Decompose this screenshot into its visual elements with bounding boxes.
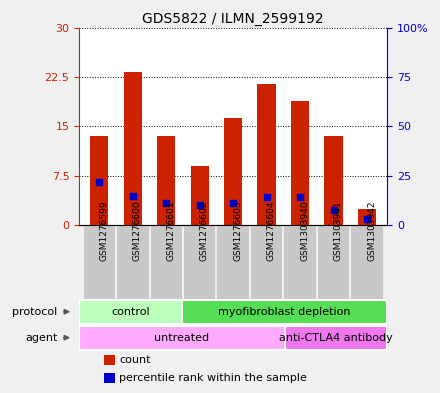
Point	[163, 200, 170, 207]
Text: GSM1303940: GSM1303940	[300, 201, 309, 261]
Bar	[79, 326, 285, 350]
Text: GSM1276604: GSM1276604	[267, 201, 276, 261]
Text: GSM1276602: GSM1276602	[200, 201, 209, 261]
Bar	[184, 225, 216, 299]
Text: control: control	[111, 307, 150, 317]
Text: count: count	[119, 355, 151, 365]
Bar	[124, 72, 142, 225]
Bar	[358, 209, 376, 225]
Bar	[150, 225, 182, 299]
Bar	[104, 373, 114, 384]
Point	[129, 192, 136, 198]
Text: GSM1276601: GSM1276601	[166, 201, 175, 261]
Bar	[324, 136, 343, 225]
Text: GSM1276603: GSM1276603	[233, 201, 242, 261]
Bar	[318, 225, 349, 299]
Point	[363, 216, 370, 222]
Bar	[84, 225, 115, 299]
Bar	[285, 326, 387, 350]
Bar	[157, 136, 176, 225]
Bar	[224, 118, 242, 225]
Text: GSM1276599: GSM1276599	[99, 201, 108, 261]
Bar	[284, 225, 316, 299]
Bar	[291, 101, 309, 225]
Bar	[182, 300, 387, 324]
Text: GSM1303941: GSM1303941	[334, 201, 343, 261]
Point	[263, 195, 270, 201]
Text: untreated: untreated	[154, 333, 209, 343]
Point	[330, 207, 337, 213]
Bar	[104, 354, 114, 365]
Point	[230, 200, 237, 207]
Bar	[352, 225, 383, 299]
Point	[297, 195, 304, 201]
Text: myofibroblast depletion: myofibroblast depletion	[218, 307, 351, 317]
Text: protocol: protocol	[12, 307, 58, 317]
Text: GSM1276600: GSM1276600	[133, 201, 142, 261]
Bar	[117, 225, 148, 299]
Text: percentile rank within the sample: percentile rank within the sample	[119, 373, 307, 383]
Title: GDS5822 / ILMN_2599192: GDS5822 / ILMN_2599192	[143, 13, 324, 26]
Text: GSM1303942: GSM1303942	[367, 201, 376, 261]
Bar	[79, 300, 182, 324]
Bar	[217, 225, 249, 299]
Text: anti-CTLA4 antibody: anti-CTLA4 antibody	[279, 333, 393, 343]
Point	[96, 178, 103, 185]
Bar	[90, 136, 109, 225]
Bar	[251, 225, 282, 299]
Point	[196, 202, 203, 209]
Bar	[191, 166, 209, 225]
Text: agent: agent	[25, 333, 58, 343]
Bar	[257, 83, 276, 225]
